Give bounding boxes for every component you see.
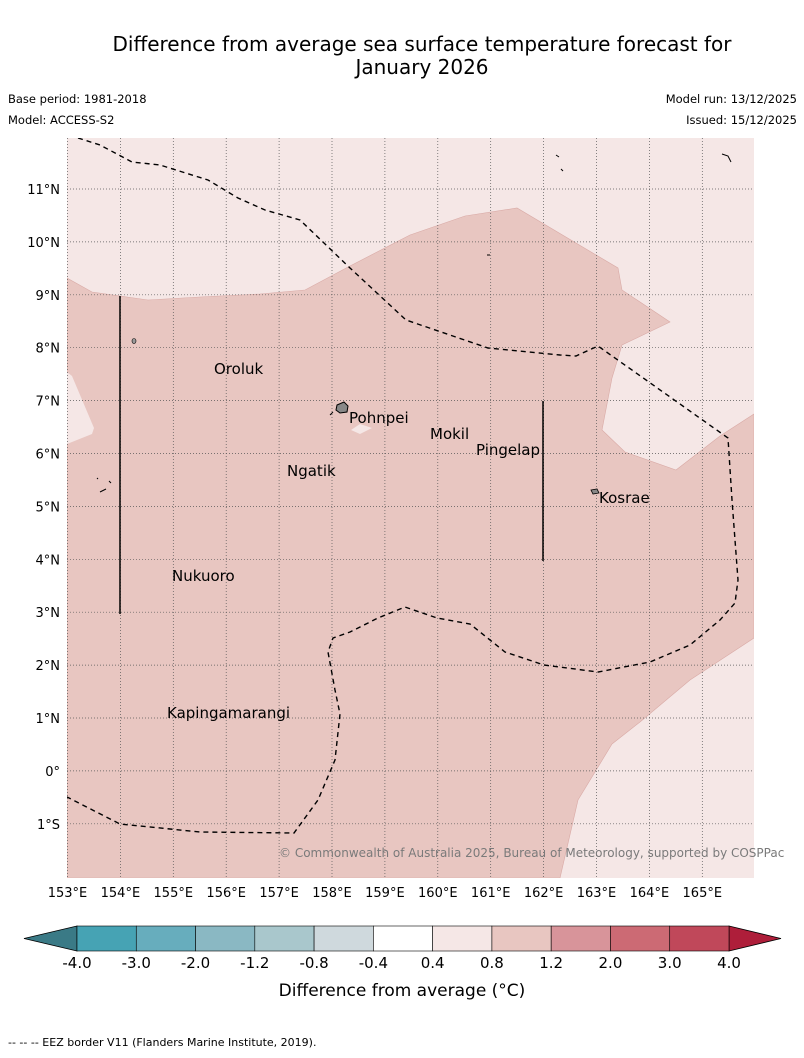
place-oroluk: Oroluk <box>214 360 263 378</box>
place-labels: Oroluk Pohnpei Mokil Pingelap Ngatik Kos… <box>167 360 650 722</box>
colorbar-tick-label: -2.0 <box>181 954 210 972</box>
colorbar-tick-label: 4.0 <box>717 954 741 972</box>
anomaly-patch-pohnpei <box>351 424 372 434</box>
colorbar-segment <box>76 925 137 952</box>
place-kapingamarangi: Kapingamarangi <box>167 704 290 722</box>
colorbar-segment <box>373 925 433 952</box>
colorbar-segment <box>254 925 315 952</box>
longitude-tick-label: 163°E <box>577 886 617 901</box>
eez-border <box>67 138 739 834</box>
title-line-2: January 2026 <box>355 55 489 79</box>
colorbar-segment <box>195 925 256 952</box>
islands <box>96 153 732 495</box>
place-pohnpei: Pohnpei <box>349 409 409 427</box>
model-run: Model run: 13/12/2025 <box>665 92 797 106</box>
latitude-tick-label: 8°N <box>36 342 61 357</box>
colorbar-tick-label: 0.4 <box>421 954 445 972</box>
colorbar-tick-label: -0.8 <box>299 954 328 972</box>
longitude-tick-label: 159°E <box>365 886 405 901</box>
copyright-notice: © Commonwealth of Australia 2025, Bureau… <box>279 846 784 860</box>
colorbar-tick-label: -3.0 <box>122 954 151 972</box>
colorbar-label: Difference from average (°C) <box>278 981 526 1001</box>
kosrae-island-shape <box>590 488 600 495</box>
map-title: Difference from average sea surface temp… <box>0 33 804 79</box>
latitude-tick-label: 1°N <box>36 712 61 727</box>
graticule <box>67 138 754 878</box>
longitude-labels: 153°E 154°E 155°E 156°E 157°E 158°E 159°E 160°E… <box>48 886 722 901</box>
longitude-tick-label: 155°E <box>154 886 194 901</box>
colorbar-segment <box>432 925 493 952</box>
longitude-tick-label: 162°E <box>524 886 564 901</box>
latitude-tick-label: 5°N <box>36 500 61 515</box>
place-kosrae: Kosrae <box>599 489 650 507</box>
anomaly-patch-west <box>67 372 94 444</box>
latitude-tick-label: 3°N <box>36 606 61 621</box>
place-mokil: Mokil <box>430 425 469 443</box>
title-line-1: Difference from average sea surface temp… <box>112 32 732 56</box>
colorbar-tick-label: 1.2 <box>539 954 563 972</box>
place-pingelap: Pingelap <box>476 441 540 459</box>
anomaly-band-0-8-1-2 <box>67 207 754 878</box>
longitude-tick-label: 164°E <box>630 886 670 901</box>
colorbar-segment <box>550 925 611 952</box>
colorbar: -4.0 -3.0 -2.0 -1.2 -0.8 -0.4 0.4 0.8 1.2 2.0 3.0 4… <box>23 925 782 972</box>
atoll-west-shape <box>131 338 137 344</box>
pohnpei-islet-mark <box>329 411 334 416</box>
place-nukuoro: Nukuoro <box>172 567 235 585</box>
colorbar-tick-label: 3.0 <box>658 954 682 972</box>
colorbar-segment <box>313 925 374 952</box>
longitude-tick-label: 156°E <box>206 886 246 901</box>
colorbar-tick-label: -4.0 <box>62 954 91 972</box>
latitude-tick-label: 9°N <box>36 289 61 304</box>
pohnpei-island-shape <box>335 401 349 414</box>
atoll-small-marks <box>96 477 112 493</box>
footer-note: -- -- -- EEZ border V11 (Flanders Marine… <box>8 1036 317 1049</box>
colorbar-segment <box>135 925 196 952</box>
latitude-labels: 11°N 10°N 9°N 8°N 7°N 6°N 5°N 4°N 3°N 2°N 1°N 0° 1°S <box>27 183 60 833</box>
colorbar-segment <box>669 925 730 952</box>
issued-date: Issued: 15/12/2025 <box>686 113 797 127</box>
colorbar-tick-label: 2.0 <box>599 954 623 972</box>
colorbar-tick-label: -1.2 <box>240 954 269 972</box>
colorbar-segment <box>610 925 671 952</box>
latitude-tick-label: 6°N <box>36 448 61 463</box>
longitude-tick-label: 158°E <box>312 886 352 901</box>
atoll-north-marks <box>555 153 732 172</box>
colorbar-over-arrow <box>728 925 782 952</box>
model-name: Model: ACCESS-S2 <box>8 113 115 127</box>
latitude-tick-label: 2°N <box>36 659 61 674</box>
longitude-tick-label: 160°E <box>418 886 458 901</box>
map-area <box>67 138 754 878</box>
base-period: Base period: 1981-2018 <box>8 92 147 106</box>
colorbar-under-arrow <box>23 925 78 952</box>
longitude-tick-label: 157°E <box>259 886 299 901</box>
latitude-tick-label: 11°N <box>27 183 60 198</box>
latitude-tick-label: 7°N <box>36 395 61 410</box>
latitude-tick-label: 1°S <box>37 818 60 833</box>
place-ngatik: Ngatik <box>287 462 336 480</box>
colorbar-tick-label: -0.4 <box>359 954 388 972</box>
colorbar-segment <box>491 925 552 952</box>
latitude-tick-label: 0° <box>45 765 60 780</box>
longitude-tick-label: 154°E <box>101 886 141 901</box>
longitude-tick-label: 165°E <box>683 886 723 901</box>
longitude-tick-label: 153°E <box>48 886 88 901</box>
colorbar-tick-label: 0.8 <box>480 954 504 972</box>
latitude-tick-label: 10°N <box>27 236 60 251</box>
latitude-tick-label: 4°N <box>36 553 61 568</box>
longitude-tick-label: 161°E <box>471 886 511 901</box>
